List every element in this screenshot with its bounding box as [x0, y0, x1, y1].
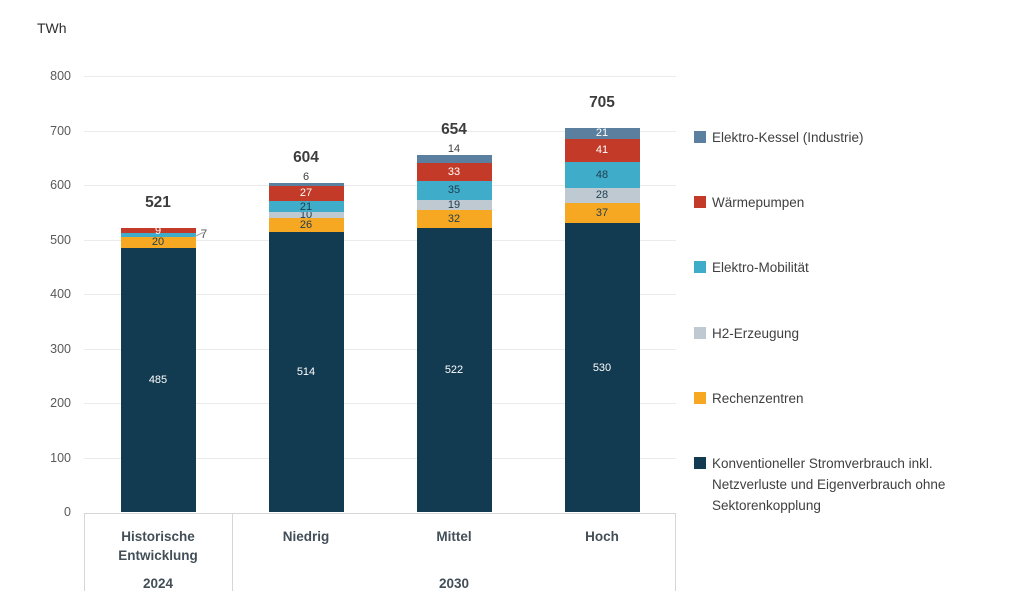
legend-swatch [694, 261, 706, 273]
bar-segment-value-label: 485 [148, 373, 168, 386]
bar-segment-value-label: 28 [595, 189, 609, 202]
legend-swatch [694, 196, 706, 208]
y-axis-tick-label: 200 [50, 396, 71, 410]
bar-segment-value-label: 27 [299, 187, 313, 200]
bar-segment-value-label: 9 [154, 224, 162, 237]
bar-segment [268, 186, 344, 201]
bar-segment [416, 210, 492, 228]
legend-swatch [694, 457, 706, 469]
legend-label: Konventioneller Stromverbrauch inkl. Net… [712, 456, 946, 513]
gridline [84, 185, 676, 186]
bar-total-label: 521 [145, 194, 171, 212]
bar-segment-value-label: 19 [447, 198, 461, 211]
bar-segment [416, 199, 492, 211]
gridline [84, 239, 676, 241]
gridline [84, 457, 676, 459]
bar-segment-value-label: 26 [299, 218, 313, 231]
bar-total-label: 654 [441, 121, 467, 139]
bar-segment-value-label: 530 [592, 361, 612, 374]
bar-segment [564, 127, 640, 140]
legend-item: Rechenzentren [694, 388, 804, 409]
bar-segment-value-label: 21 [299, 200, 313, 213]
y-axis-unit-label: TWh [37, 20, 67, 36]
y-axis-tick-label: 800 [50, 69, 71, 83]
category-group-label: 2030 [438, 576, 470, 591]
category-axis-divider [84, 513, 85, 591]
bar-segment-value-label: 21 [595, 127, 609, 140]
bar-segment-value-label: 35 [447, 184, 461, 197]
legend-swatch [694, 392, 706, 404]
y-axis-tick-label: 0 [64, 505, 71, 519]
legend-label: Elektro-Mobilität [712, 260, 809, 275]
bar-segment-value-label: 514 [296, 365, 316, 378]
bar-segment-value-label: 32 [447, 212, 461, 225]
bar-segment [120, 228, 196, 233]
bar-segment [564, 187, 640, 203]
gridline [84, 294, 676, 295]
bar-segment-above-label: 6 [302, 170, 310, 183]
category-axis-top-line [84, 513, 676, 514]
legend-label: H2-Erzeugung [712, 326, 800, 341]
legend-item: Elektro-Kessel (Industrie) [694, 127, 864, 148]
bar-segment-value-label: 41 [595, 144, 609, 157]
gridline [84, 403, 676, 404]
bar-segment [564, 202, 640, 224]
bar-total-label: 604 [293, 148, 319, 166]
category-axis-divider [675, 513, 676, 591]
y-axis-tick-label: 300 [50, 341, 71, 356]
bar-segment [268, 200, 344, 213]
legend-swatch [694, 327, 706, 339]
y-axis-tick-label: 400 [50, 287, 71, 301]
bar-segment [416, 180, 492, 200]
legend-label: Wärmepumpen [712, 195, 805, 210]
bar-segment-value-label: 37 [595, 207, 609, 220]
y-axis-tick-label: 500 [50, 232, 71, 247]
gridline [84, 76, 676, 77]
bar-segment [268, 231, 344, 512]
bar-total-label: 705 [589, 93, 615, 111]
bar-segment [120, 236, 196, 248]
y-axis-tick-label: 600 [50, 178, 71, 192]
legend-item: H2-Erzeugung [694, 323, 799, 344]
bar-segment-callout-label: 7 [200, 226, 208, 241]
bar-segment [268, 212, 344, 218]
gridline [84, 348, 676, 350]
legend-label: Rechenzentren [712, 391, 804, 406]
category-label: Hoch [585, 529, 619, 544]
y-axis-tick-label: 100 [50, 450, 71, 465]
bar-segment-value-label: 33 [447, 165, 461, 178]
category-group-label: 2024 [142, 576, 174, 591]
bar-segment-value-label: 20 [151, 236, 165, 249]
bar-segment-value-label: 48 [595, 168, 609, 181]
gridline [84, 130, 676, 132]
category-axis-divider [232, 513, 233, 591]
bar-segment [564, 223, 640, 512]
bar-segment [416, 227, 492, 512]
category-label: Historische Entwicklung [118, 529, 198, 563]
y-axis-tick-label: 700 [50, 123, 71, 138]
bar-segment [564, 161, 640, 188]
bar-segment [564, 139, 640, 162]
bar-segment [268, 217, 344, 232]
legend-label: Elektro-Kessel (Industrie) [712, 130, 864, 145]
bar-segment [120, 232, 196, 237]
bar-segment-value-label: 522 [444, 363, 464, 376]
bar-segment [416, 162, 492, 181]
bar-segment-above-label: 14 [447, 143, 461, 156]
legend-swatch [694, 131, 706, 143]
legend-item: Elektro-Mobilität [694, 257, 809, 278]
bar-segment [120, 247, 196, 512]
legend-item: Konventioneller Stromverbrauch inkl. Net… [694, 453, 1002, 516]
bar-segment [268, 182, 344, 187]
category-label: Niedrig [282, 529, 330, 544]
legend-item: Wärmepumpen [694, 192, 804, 213]
bar-segment [416, 155, 492, 163]
category-label: Mittel [436, 529, 472, 544]
